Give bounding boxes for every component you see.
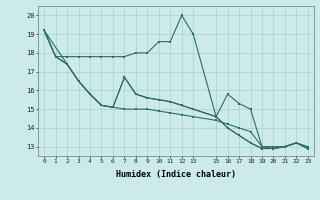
X-axis label: Humidex (Indice chaleur): Humidex (Indice chaleur) bbox=[116, 170, 236, 179]
